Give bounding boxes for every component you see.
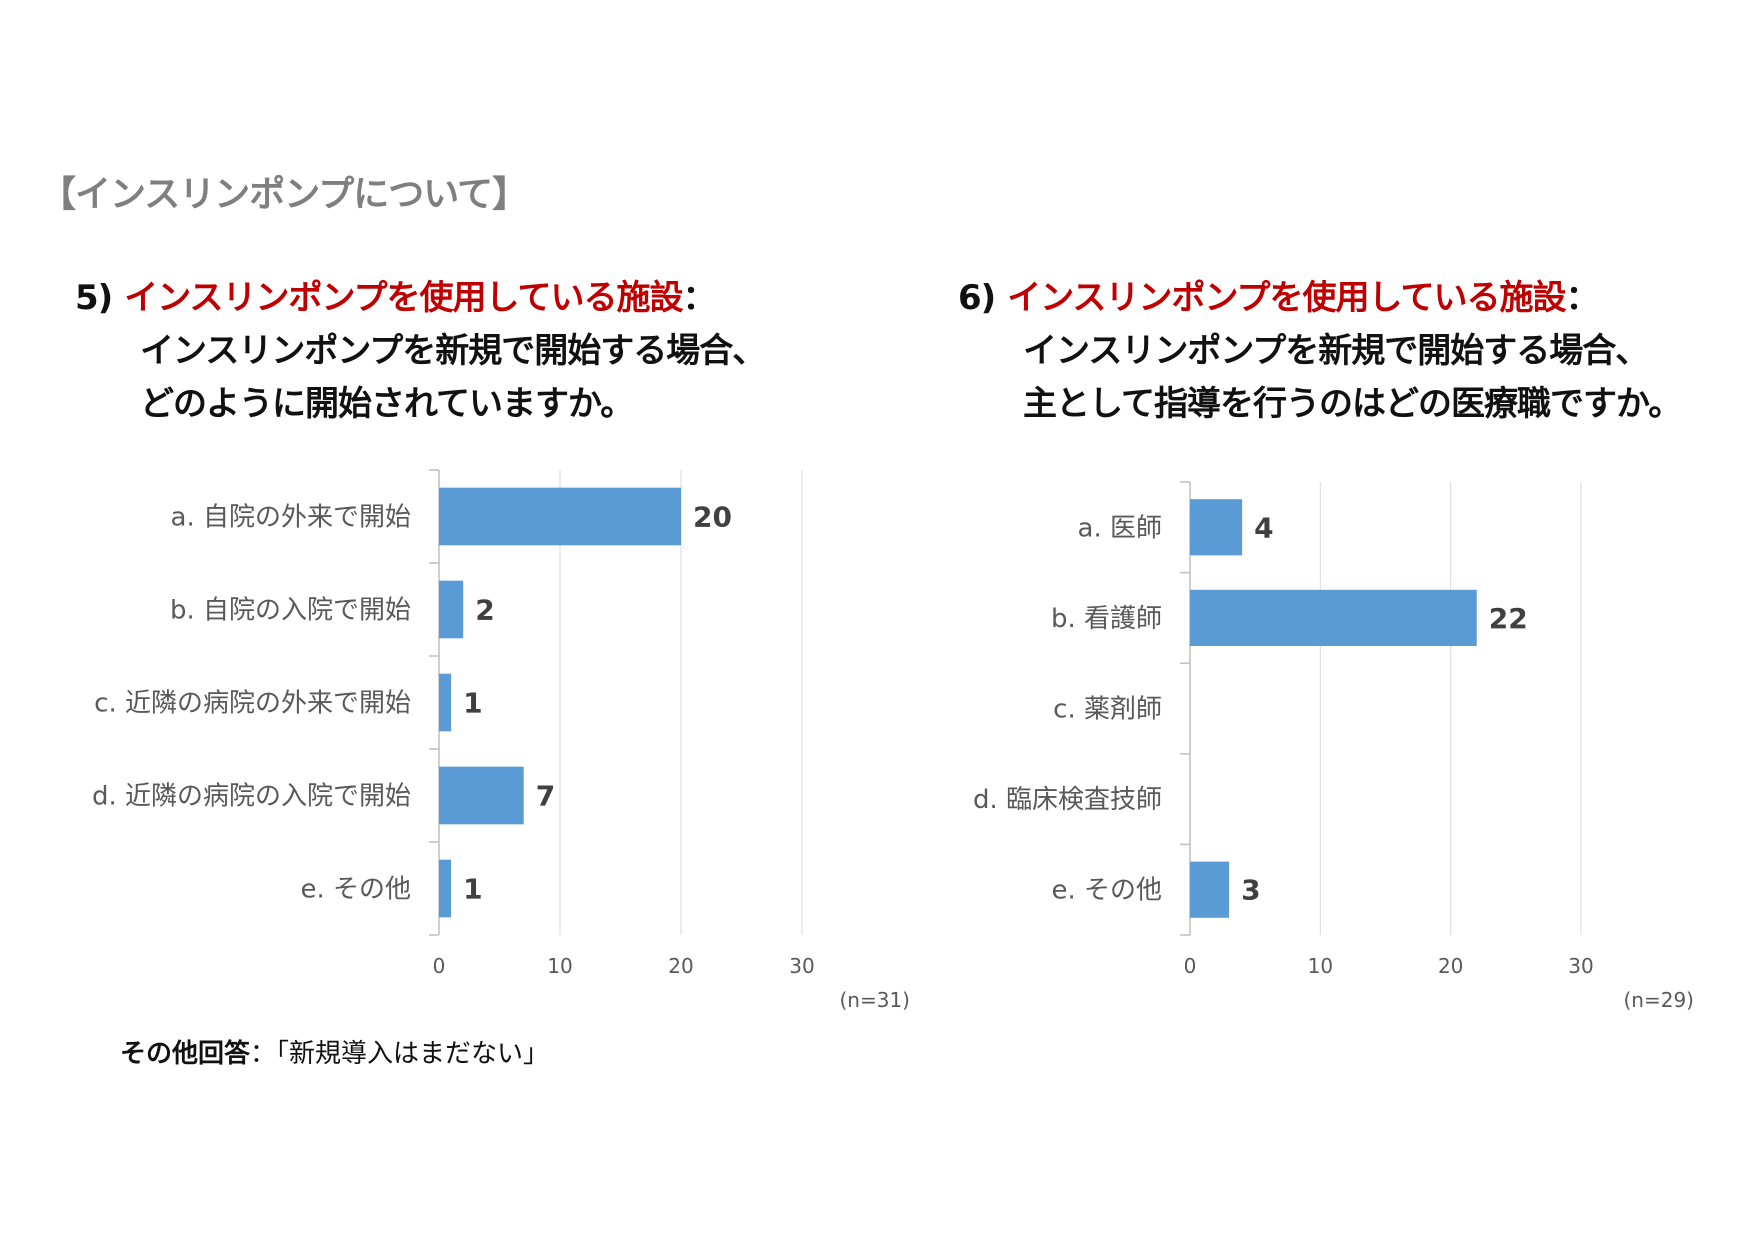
question-6-heading: 6) インスリンポンプを使用している施設： インスリンポンプを新規で開始する場合、… <box>958 272 1682 431</box>
question-colon: ： <box>1565 278 1599 318</box>
question-line-2: インスリンポンプを新規で開始する場合、 <box>1023 331 1649 371</box>
category-label: a. 医師 <box>1078 513 1162 543</box>
section-title: 【インスリンポンプについて】 <box>40 174 528 215</box>
bar <box>439 673 452 732</box>
data-label: 20 <box>693 501 732 534</box>
question-line-2: インスリンポンプを新規で開始する場合、 <box>140 331 766 371</box>
question-line-3: 主として指導を行うのはどの医療職ですか。 <box>1023 384 1682 424</box>
bar <box>439 766 524 825</box>
other-answer-label: その他回答 <box>120 1039 251 1069</box>
x-tick-label: 30 <box>789 954 814 978</box>
sample-size-label: (n=29) <box>1624 988 1695 1012</box>
question-topic: インスリンポンプを使用している施設 <box>1007 278 1566 318</box>
bar <box>439 580 464 639</box>
data-label: 4 <box>1254 511 1273 544</box>
category-label: c. 薬剤師 <box>1053 695 1162 725</box>
category-label: c. 近隣の病院の外来で開始 <box>94 689 411 719</box>
category-label: a. 自院の外来で開始 <box>171 503 411 533</box>
x-tick-label: 30 <box>1568 954 1593 978</box>
other-answer-note: その他回答：「新規導入はまだない」 <box>120 1033 549 1070</box>
question-topic: インスリンポンプを使用している施設 <box>124 278 683 318</box>
question-line-3: どのように開始されていますか。 <box>140 384 634 424</box>
category-label: d. 臨床検査技師 <box>973 785 1162 815</box>
x-tick-label: 20 <box>1438 954 1463 978</box>
category-label: b. 自院の入院で開始 <box>170 596 411 626</box>
other-answer-separator: ： <box>250 1039 277 1069</box>
data-label: 3 <box>1241 874 1260 907</box>
x-tick-label: 10 <box>547 954 572 978</box>
data-label: 2 <box>475 594 494 627</box>
category-label: e. その他 <box>300 875 411 905</box>
question-number: 6) <box>958 278 996 318</box>
bar <box>1190 861 1230 918</box>
data-label: 7 <box>536 780 555 813</box>
bar <box>1190 589 1477 646</box>
bar <box>1190 499 1243 556</box>
x-tick-label: 10 <box>1308 954 1333 978</box>
x-tick-label: 0 <box>1184 954 1197 978</box>
bar <box>439 487 681 546</box>
category-label: b. 看護師 <box>1051 604 1162 634</box>
category-label: e. その他 <box>1051 876 1162 906</box>
data-label: 1 <box>463 873 482 906</box>
other-answer-text: 「新規導入はまだない」 <box>276 1039 550 1069</box>
data-label: 1 <box>463 687 482 720</box>
bar <box>439 859 452 918</box>
question-colon: ： <box>682 278 716 318</box>
question-number: 5) <box>75 278 113 318</box>
category-label: d. 近隣の病院の入院で開始 <box>92 782 411 812</box>
x-tick-label: 20 <box>668 954 693 978</box>
x-tick-label: 0 <box>433 954 446 978</box>
question-5-heading: 5) インスリンポンプを使用している施設： インスリンポンプを新規で開始する場合、… <box>75 272 766 431</box>
data-label: 22 <box>1489 602 1528 635</box>
sample-size-label: (n=31) <box>840 988 911 1012</box>
